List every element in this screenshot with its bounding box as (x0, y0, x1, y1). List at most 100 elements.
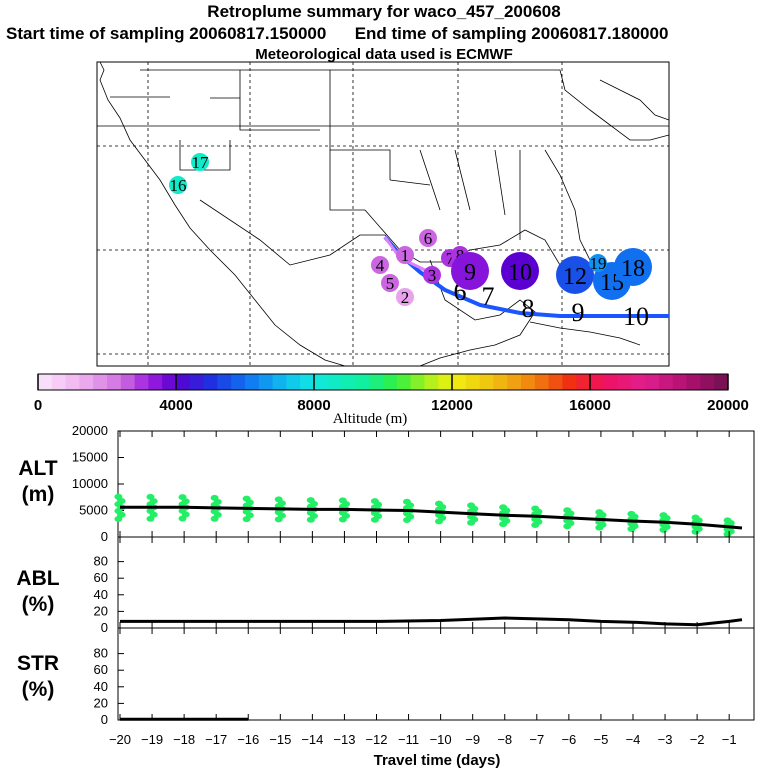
x-tick-label: −16 (237, 732, 259, 747)
x-tick-label: −6 (561, 732, 576, 747)
x-tick-label: −7 (529, 732, 544, 747)
map-marker-dot (451, 252, 489, 290)
map-marker-dot (396, 288, 414, 306)
map-marker-dot (556, 256, 594, 294)
y-tick-label: 80 (94, 554, 108, 569)
y-tick-label: 40 (94, 679, 108, 694)
x-tick-label: −13 (333, 732, 355, 747)
map-marker-label: 3 (428, 266, 437, 285)
map-marker-label: 4 (376, 256, 385, 275)
met-data-text: Meteorological data used is ECMWF (255, 46, 513, 63)
str-panel-unit: (%) (22, 678, 55, 701)
colorbar-cell (355, 374, 370, 390)
colorbar-cell (548, 374, 563, 390)
x-tick-label: −5 (594, 732, 609, 747)
y-tick-label: 0 (101, 620, 108, 635)
map-marker-dot (501, 252, 539, 290)
y-tick-label: 40 (94, 587, 108, 602)
alt-scatter-point (531, 505, 540, 512)
y-tick-label: 10000 (72, 476, 108, 491)
alt-panel: ALT (m) 0 5000 10000 15000 20000 (18, 423, 755, 544)
colorbar-cell (369, 374, 384, 390)
x-tick-label: −10 (430, 732, 452, 747)
colorbar-cell (189, 374, 205, 390)
map-marker-label: 12 (563, 264, 587, 290)
map-marker-label: 18 (621, 256, 645, 282)
x-tick-label: −14 (301, 732, 323, 747)
colorbar-cell (65, 374, 80, 390)
alt-scatter-point (242, 495, 251, 502)
track-day-label: 8 (522, 294, 535, 323)
alt-scatter-point (723, 517, 732, 524)
colorbar-cell (245, 374, 260, 390)
colorbar-cell (396, 374, 412, 390)
y-tick-label: 80 (94, 646, 108, 661)
alt-scatter-point (210, 494, 219, 501)
track-day-label: 9 (572, 298, 585, 327)
map-marker-dot (191, 153, 209, 171)
alt-panel-title: ALT (18, 457, 57, 480)
colorbar-cell (148, 374, 163, 390)
alt-scatter-point (114, 493, 123, 500)
y-tick-label: 5000 (79, 503, 108, 518)
map-marker-dot (419, 229, 437, 247)
colorbar-cell (79, 374, 94, 390)
alt-scatter-point (499, 504, 508, 511)
colorbar-cell (134, 374, 149, 390)
alt-scatter-point (146, 493, 155, 500)
alt-scatter-point (178, 494, 187, 501)
map-marker: 16 (169, 176, 187, 195)
colorbar-cell (203, 374, 218, 390)
x-tick-label: −18 (173, 732, 195, 747)
alt-scatter-point (627, 510, 636, 517)
alt-scatter-point (467, 502, 476, 509)
x-tick-label: −3 (658, 732, 673, 747)
map-marker-dot (169, 176, 187, 194)
map-marker-dot (589, 254, 607, 272)
colorbar-cell (258, 374, 274, 390)
map-marker-label: 5 (386, 274, 395, 293)
colorbar-cell (493, 374, 508, 390)
colorbar-cell (314, 374, 329, 390)
chart-title: Retroplume summary for waco_457_200608 (207, 2, 561, 21)
colorbar-tick-label: 16000 (569, 397, 611, 414)
y-tick-label: 20 (94, 603, 108, 618)
colorbar-cell (231, 374, 246, 390)
colorbar-cell (686, 374, 701, 390)
colorbar-cell (617, 374, 632, 390)
y-tick-label: 20000 (72, 423, 108, 438)
chart-subtitle-times: Start time of sampling 20060817.150000 E… (6, 24, 668, 44)
map-markers: 12345678910121518191716 (169, 153, 652, 307)
track-day-label: 7 (482, 282, 495, 311)
map-marker-label: 2 (401, 288, 410, 307)
map-marker: 17 (191, 153, 209, 172)
map-marker: 6 (419, 229, 437, 248)
colorbar-cell (383, 374, 398, 390)
colorbar-cell (659, 374, 674, 390)
colorbar-cell (51, 374, 67, 390)
alt-scatter-point (306, 497, 315, 504)
x-tick-label: −9 (465, 732, 480, 747)
colorbar-cell (341, 374, 356, 390)
colorbar-cell (521, 374, 536, 390)
alt-scatter-point (370, 498, 379, 505)
str-panel-title: STR (17, 652, 59, 675)
colorbar-cell (424, 374, 439, 390)
colorbar-cell (672, 374, 688, 390)
colorbar-cell (631, 374, 646, 390)
map-marker: 10 (501, 252, 539, 290)
colorbar-cell (576, 374, 591, 390)
colorbar-cell (590, 374, 605, 390)
colorbar-cell (603, 374, 619, 390)
x-tick-label: −20 (109, 732, 131, 747)
x-tick-label: −4 (626, 732, 641, 747)
colorbar-cell (286, 374, 301, 390)
x-tick-label: −12 (365, 732, 387, 747)
colorbar-cell (714, 374, 729, 390)
map-marker: 1 (396, 246, 414, 265)
colorbar-tick-label: 12000 (431, 397, 473, 414)
x-tick-label: −17 (205, 732, 227, 747)
